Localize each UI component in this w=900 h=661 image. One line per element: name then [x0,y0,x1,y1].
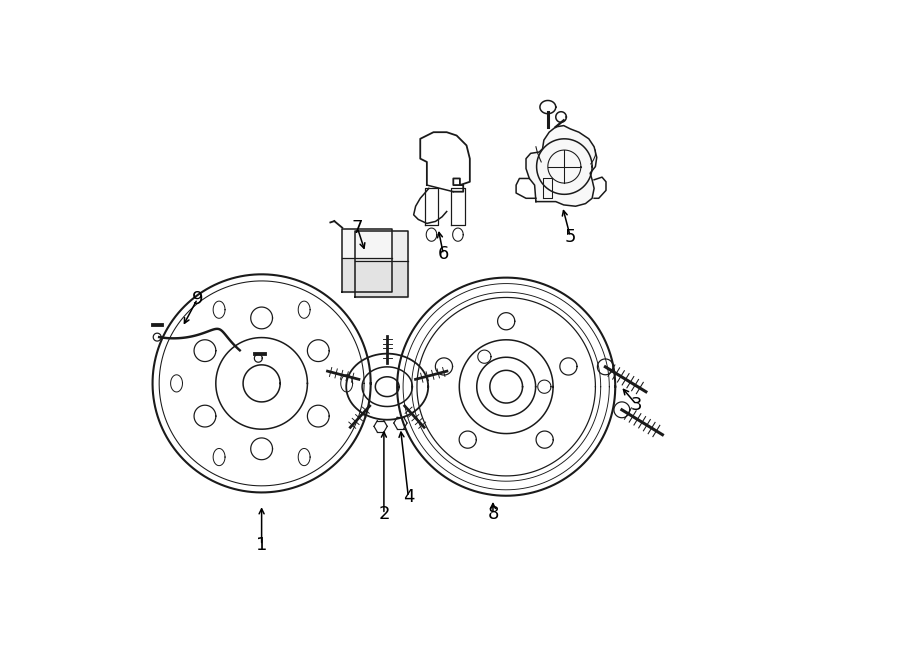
Text: 1: 1 [256,536,267,555]
Polygon shape [342,229,392,292]
Text: 5: 5 [564,227,576,246]
Text: 9: 9 [192,290,203,308]
Polygon shape [356,231,409,297]
Polygon shape [526,126,597,206]
Text: 8: 8 [487,505,499,524]
Text: 4: 4 [402,488,414,506]
Polygon shape [356,261,409,297]
Text: 6: 6 [437,245,449,264]
Text: 7: 7 [352,219,364,237]
Text: 2: 2 [378,505,390,524]
Polygon shape [342,258,392,292]
Text: 3: 3 [631,395,643,414]
